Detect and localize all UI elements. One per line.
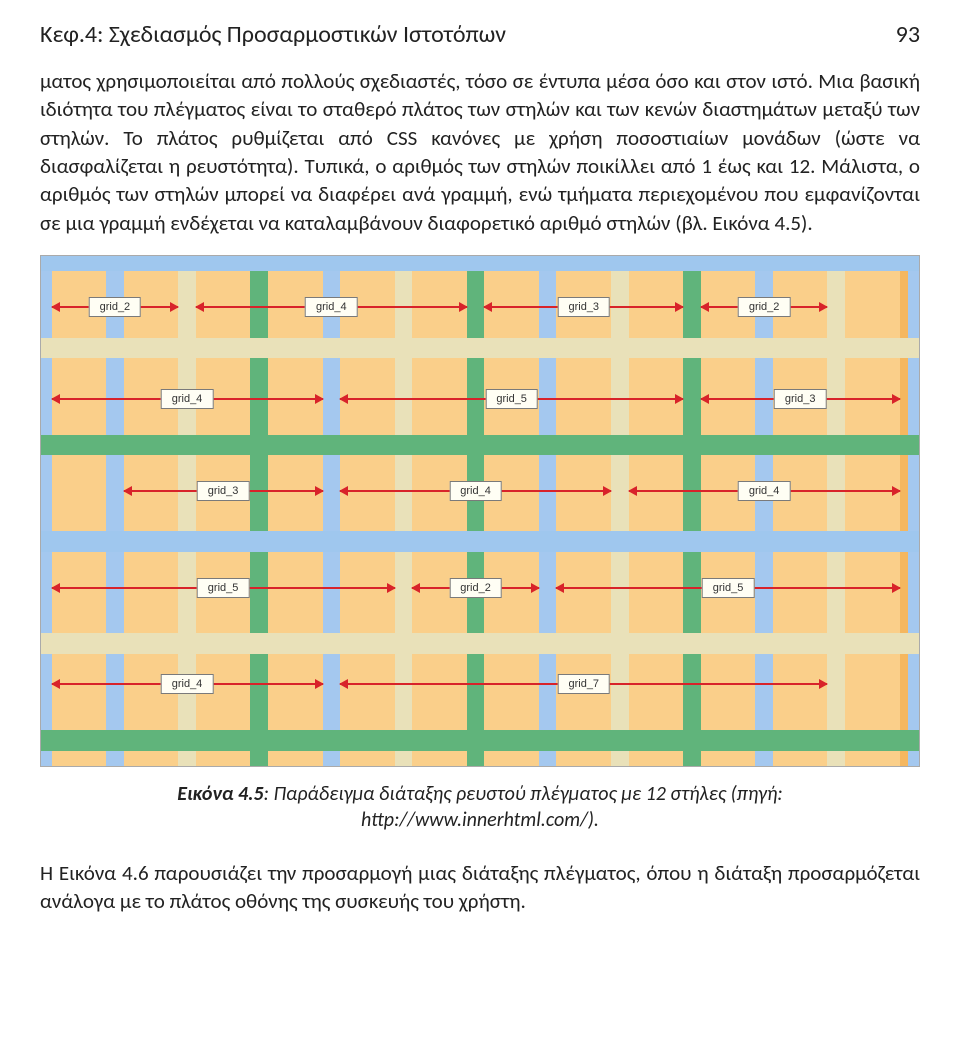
grid-span-label: grid_3: [197, 481, 250, 501]
grid-column: [340, 256, 395, 766]
grid-gutter: [539, 256, 557, 766]
grid-row-separator: [41, 531, 919, 551]
grid-gutter: [467, 256, 485, 766]
grid-row-separator: [41, 435, 919, 455]
grid-row-separator: [41, 338, 919, 358]
grid-span-label: grid_3: [557, 297, 610, 317]
grid-row-separator: [41, 256, 919, 271]
grid-gutter: [250, 256, 268, 766]
grid-diagram: grid_2grid_4grid_3grid_2grid_4grid_5grid…: [41, 256, 919, 766]
grid-span-label: grid_4: [738, 481, 791, 501]
grid-span-label: grid_5: [702, 578, 755, 598]
grid-gutter: [611, 256, 629, 766]
caption-rest: : Παράδειγμα διάταξης ρευστού πλέγματος …: [264, 782, 783, 832]
grid-column: [845, 256, 900, 766]
grid-gutter: [683, 256, 701, 766]
page-number: 93: [896, 20, 920, 49]
grid-column: [484, 256, 539, 766]
figure-caption: Εικόνα 4.5: Παράδειγμα διάταξης ρευστού …: [100, 781, 860, 833]
chapter-title: Κεφ.4: Σχεδιασμός Προσαρμοστικών Ιστοτόπ…: [40, 20, 506, 49]
grid-span-label: grid_2: [449, 578, 502, 598]
grid-row-separator: [41, 730, 919, 750]
figure-4-5: grid_2grid_4grid_3grid_2grid_4grid_5grid…: [40, 255, 920, 767]
grid-gutter: [827, 256, 845, 766]
grid-span-label: grid_7: [557, 674, 610, 694]
grid-column: [52, 256, 107, 766]
grid-column: [629, 256, 684, 766]
grid-span-label: grid_4: [161, 389, 214, 409]
grid-span-label: grid_5: [197, 578, 250, 598]
grid-span-label: grid_2: [89, 297, 142, 317]
grid-span-label: grid_4: [449, 481, 502, 501]
grid-margin: [908, 256, 919, 766]
grid-gutter: [755, 256, 773, 766]
grid-column: [412, 256, 467, 766]
grid-row-separator: [41, 633, 919, 653]
grid-column: [773, 256, 828, 766]
grid-span-label: grid_4: [161, 674, 214, 694]
body-paragraph-1: ματος χρησιμοποιείται από πολλούς σχεδια…: [40, 67, 920, 237]
caption-lead: Εικόνα 4.5: [177, 782, 263, 806]
grid-gutter: [323, 256, 341, 766]
grid-gutter: [106, 256, 124, 766]
page-header: Κεφ.4: Σχεδιασμός Προσαρμοστικών Ιστοτόπ…: [40, 20, 920, 49]
grid-span-label: grid_4: [305, 297, 358, 317]
grid-span-label: grid_5: [485, 389, 538, 409]
grid-column: [268, 256, 323, 766]
grid-column: [701, 256, 756, 766]
grid-gutter: [395, 256, 413, 766]
grid-margin: [41, 256, 52, 766]
body-paragraph-2: Η Εικόνα 4.6 παρουσιάζει την προσαρμογή …: [40, 859, 920, 916]
grid-span-label: grid_3: [774, 389, 827, 409]
grid-span-label: grid_2: [738, 297, 791, 317]
